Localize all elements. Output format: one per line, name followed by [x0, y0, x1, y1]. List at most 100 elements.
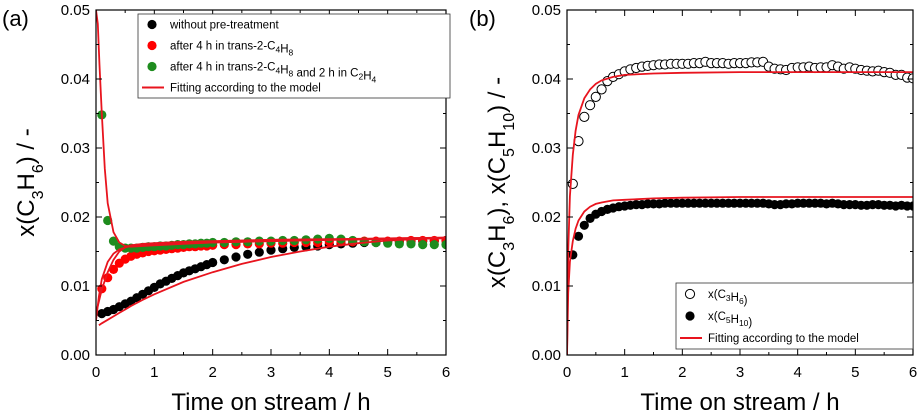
data-point	[406, 239, 416, 249]
legend-label: without pre-treatment	[169, 20, 279, 32]
legend-label: x(C5H10)	[708, 311, 752, 329]
data-point	[108, 236, 119, 246]
data-point	[567, 178, 578, 189]
legend-label-subscript: 4	[275, 45, 280, 55]
panel-a-x-axis-title: Time on stream / h	[171, 389, 370, 416]
data-point	[429, 240, 439, 250]
data-point	[108, 264, 119, 274]
y-tick-label: 0.04	[61, 71, 90, 88]
x-tick-label: 2	[678, 364, 686, 381]
legend-label: Fitting according to the model	[170, 83, 321, 95]
data-point	[208, 257, 218, 268]
legend-label-part: )	[748, 317, 752, 329]
legend-label-subscript: 8	[289, 69, 294, 79]
data-point	[579, 220, 589, 230]
legend-label-part: H	[280, 44, 288, 56]
fit-line	[567, 196, 913, 355]
data-point	[219, 255, 229, 265]
panel-b-label: (b)	[469, 6, 496, 31]
panel-a-legend: without pre-treatment after 4 h in trans-…	[137, 13, 451, 99]
panel-b-ylabel-part: ), x(C	[484, 157, 511, 216]
legend-marker	[685, 311, 695, 321]
data-point	[579, 111, 590, 123]
legend-label-part: x(C	[708, 289, 726, 301]
panel-b-plot-content	[567, 56, 913, 355]
legend-marker	[684, 288, 696, 300]
legend-label-subscript: 5	[726, 315, 731, 325]
legend-marker	[147, 19, 157, 30]
panel-a-ylabel-part: ) / -	[13, 128, 40, 164]
data-point	[371, 237, 381, 248]
x-tick-label: 0	[563, 364, 571, 381]
legend-label-subscript: 2	[358, 72, 363, 82]
legend-label-part: H	[363, 71, 371, 83]
legend-marker	[147, 61, 157, 72]
x-tick-label: 6	[442, 364, 450, 381]
fit-line	[96, 236, 446, 314]
y-tick-label: 0.03	[61, 140, 90, 157]
x-tick-label: 4	[325, 364, 333, 381]
panel-b-y-axis-title: x(C3H6), x(C5H10) / -	[484, 77, 518, 288]
legend-box	[675, 282, 914, 350]
data-point	[254, 247, 264, 257]
y-tick-label: 0.04	[532, 71, 561, 88]
panel-a-ticks: 0 1 2 3 4 5 6 0.00 0.01 0.02 0.03 0.04 0.05	[61, 2, 450, 381]
data-point	[907, 73, 913, 84]
legend-label-part: Fitting according to the model	[170, 83, 321, 95]
legend-label: Fitting according to the model	[708, 333, 859, 345]
panel-a-ylabel-part: H	[13, 173, 40, 190]
panel-a-ylabel-part: x(C	[13, 199, 40, 236]
legend-label-part: x(C	[708, 311, 726, 323]
panel-a-plot-content	[96, 10, 446, 327]
legend-label-subscript: 8	[289, 48, 294, 58]
x-tick-label: 1	[150, 364, 158, 381]
series-after-4-h-in-trans-2-c4h8-and-2-h-in-c2h4	[97, 110, 446, 253]
legend-label-subscript: 4	[275, 66, 280, 76]
data-point	[231, 252, 241, 262]
legend-label: x(C3H6)	[708, 289, 748, 307]
panel-b-ylabel-sub: 10	[501, 113, 518, 131]
legend-label-subscript: 10	[739, 318, 749, 328]
legend-label-subscript: 4	[372, 75, 377, 85]
panel-a-ylabel-sub: 3	[30, 190, 47, 199]
panel-a-ylabel-sub: 6	[30, 164, 47, 173]
y-tick-label: 0.00	[532, 347, 561, 364]
y-tick-label: 0.01	[61, 278, 90, 295]
panel-b-x-axis-title: Time on stream / h	[640, 389, 839, 416]
panel-a-y-axis-title: x(C3H6) / -	[13, 128, 47, 236]
x-tick-label: 1	[620, 364, 628, 381]
y-tick-label: 0.02	[61, 209, 90, 226]
legend-box	[137, 13, 451, 99]
legend-label-part: )	[744, 295, 748, 307]
panel-b-ylabel-part: x(C	[484, 251, 511, 288]
y-tick-label: 0.01	[532, 278, 561, 295]
panel-b-ylabel-part: H	[484, 225, 511, 242]
y-tick-label: 0.03	[532, 140, 561, 157]
x-tick-label: 5	[851, 364, 859, 381]
panel-b-ylabel-part: H	[484, 131, 511, 148]
data-point	[573, 231, 584, 241]
legend-label-part: and 2 h in C	[293, 68, 358, 80]
panel-a-label: (a)	[2, 6, 29, 31]
x-tick-label: 0	[92, 364, 100, 381]
panel-a: (a) 0 1 2 3 4 5 6 0.00 0.01 0.02 0.03 0.04 0.05 Time…	[2, 2, 451, 416]
data-point	[590, 91, 601, 103]
panel-b-ylabel-sub: 6	[501, 216, 518, 225]
data-point	[596, 84, 607, 95]
panel-b-ylabel-sub: 3	[501, 242, 518, 251]
data-point	[418, 240, 428, 250]
panel-b-legend: x(C3H6)x(C5H10)Fitting according to the …	[675, 282, 914, 350]
fit-line	[567, 71, 913, 355]
series-x-c5h10-	[568, 198, 913, 260]
fit-line	[98, 236, 446, 327]
panel-b-ticks: 0 1 2 3 4 5 60.000.010.020.030.040.05	[532, 2, 917, 381]
panel-b: (b) 0 1 2 3 4 5 60.000.010.020.030.040.05 Time…	[469, 2, 917, 416]
data-point	[908, 201, 913, 211]
x-tick-label: 3	[267, 364, 275, 381]
legend-label-part: H	[731, 292, 739, 304]
panel-b-ylabel-part: ) / -	[484, 77, 511, 113]
data-point	[243, 249, 253, 259]
data-point	[585, 100, 596, 111]
x-tick-label: 4	[793, 364, 801, 381]
